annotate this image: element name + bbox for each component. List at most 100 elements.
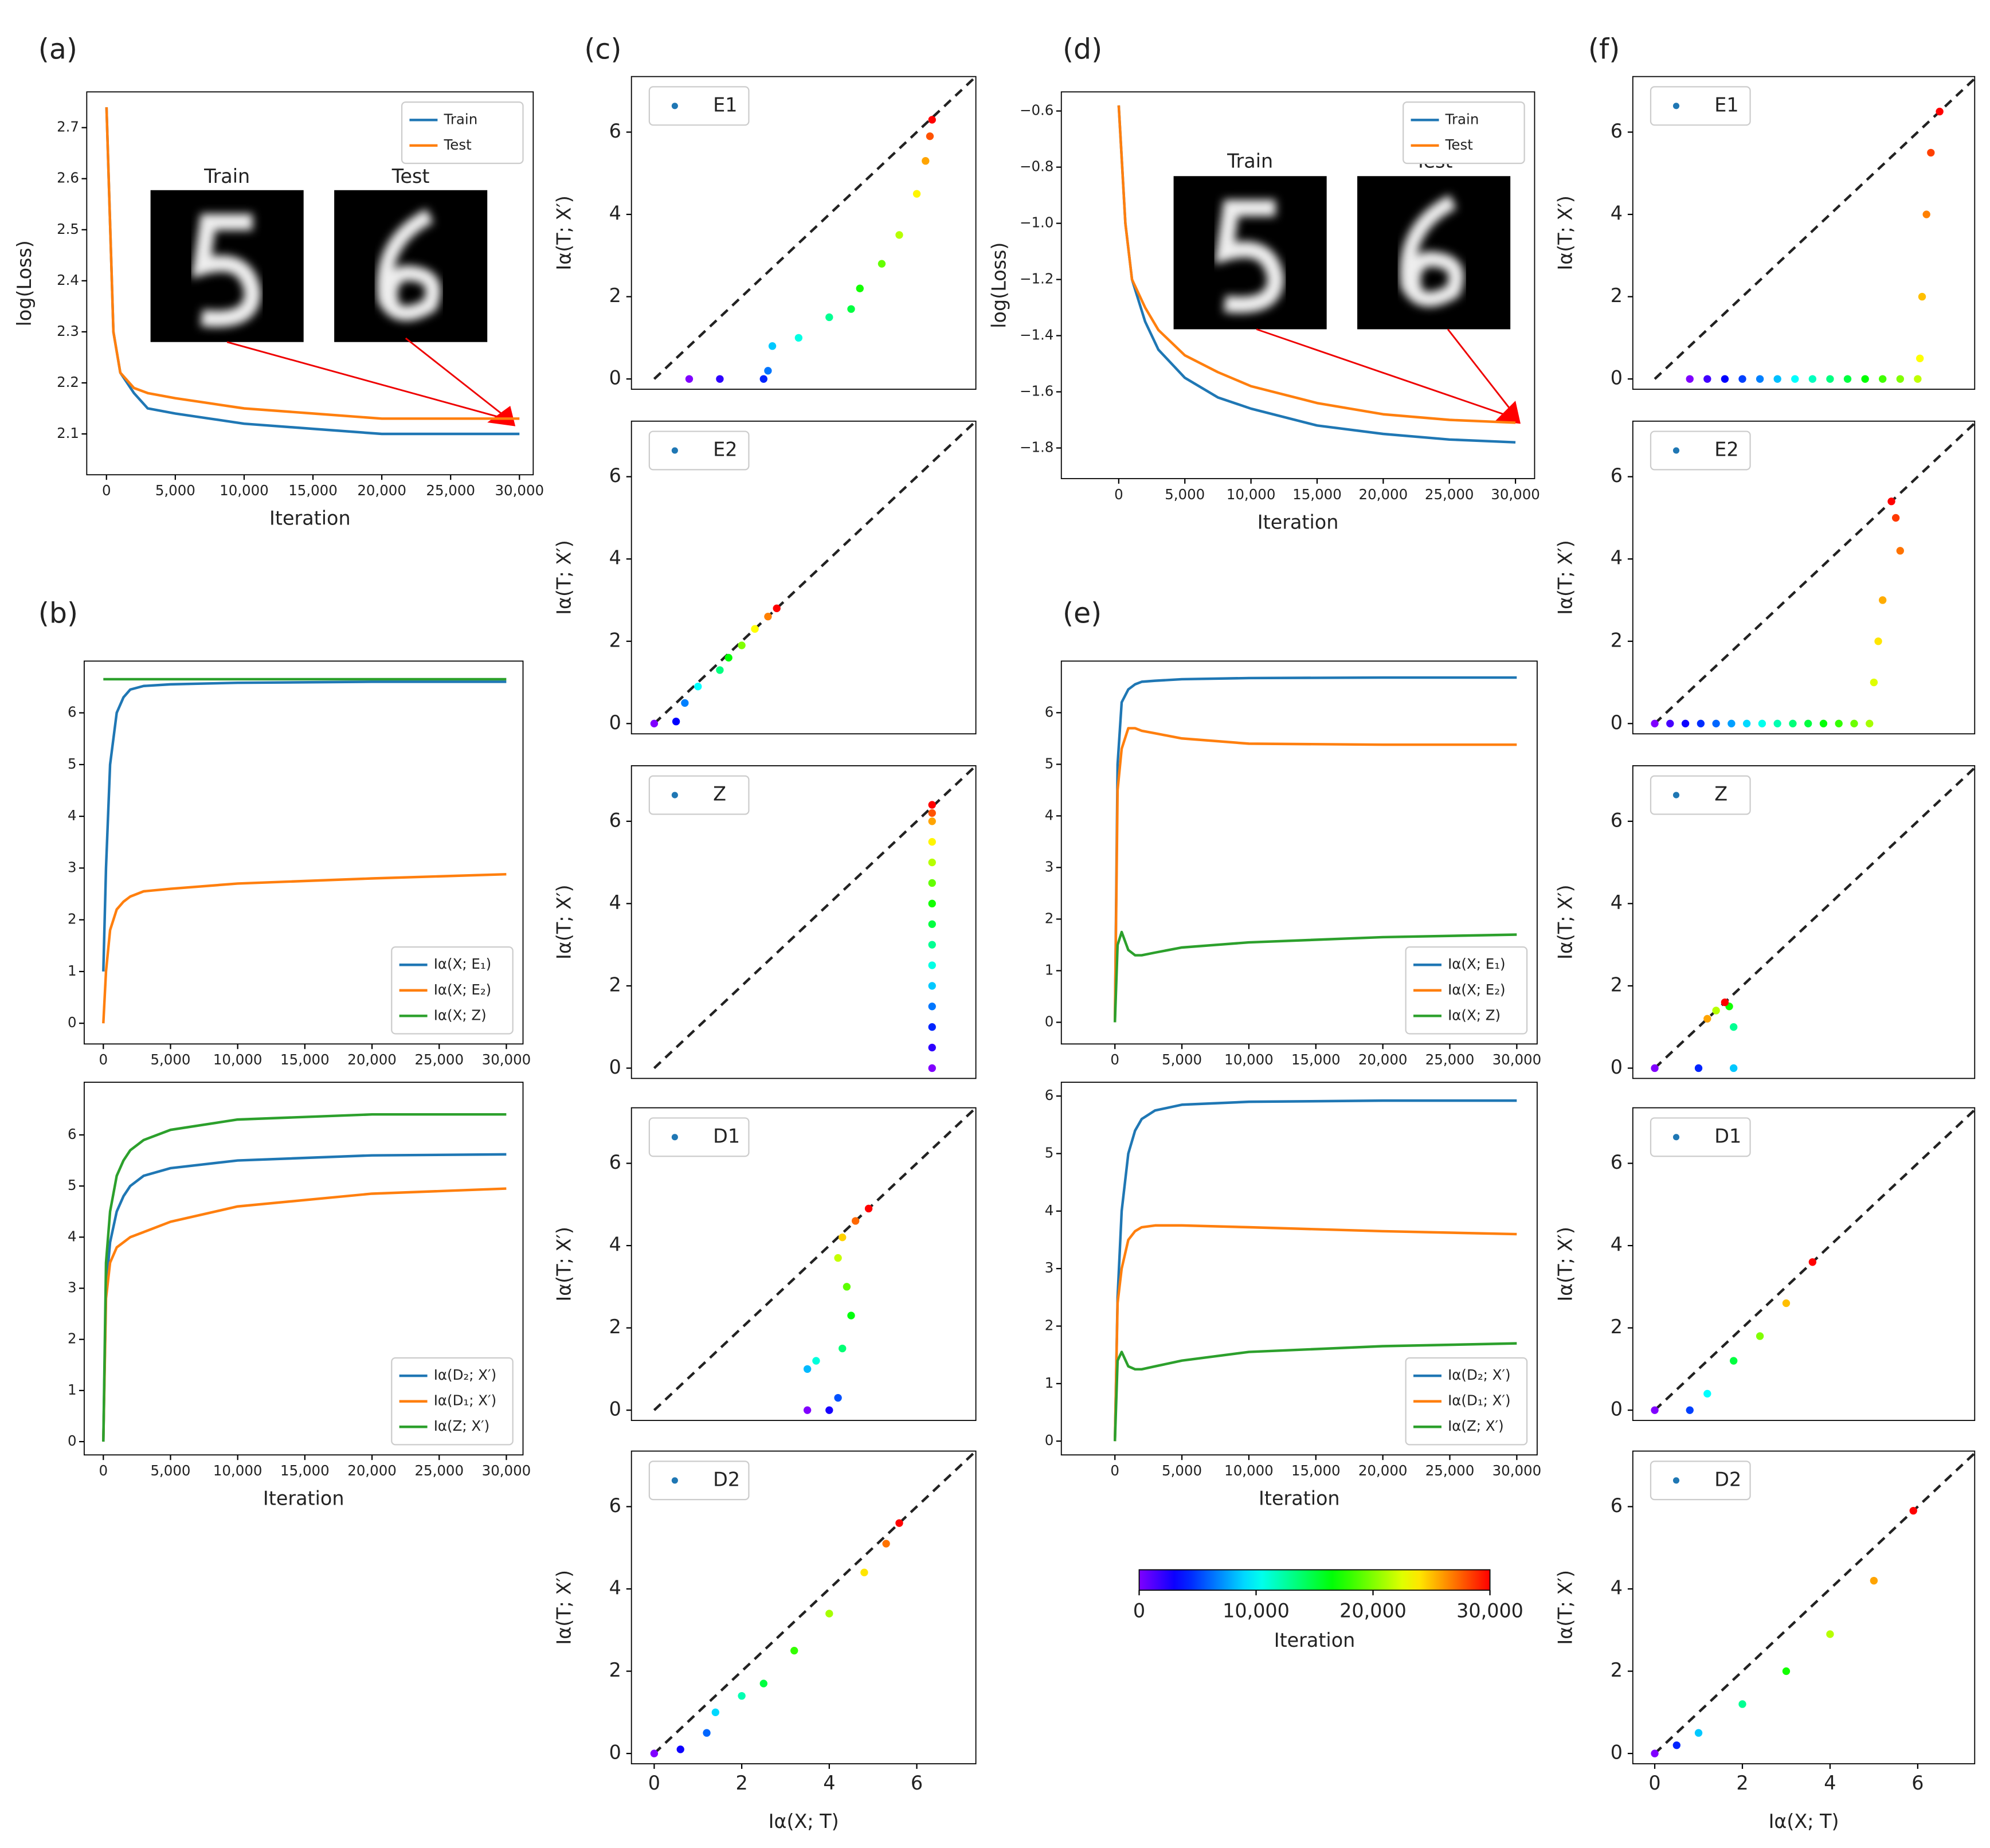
x-axis-label: Iteration: [263, 1487, 344, 1510]
line: [102, 1187, 507, 1442]
point: [1866, 719, 1874, 727]
x-tick-label: 4: [1824, 1772, 1836, 1794]
x-tick-label: 0: [1114, 486, 1123, 503]
x-tick-label: 30,000: [495, 482, 544, 499]
y-tick-label: 2: [609, 1315, 621, 1338]
legend-label: E2: [713, 438, 737, 460]
line: [102, 872, 507, 1024]
point: [928, 1023, 936, 1031]
plot-frame: [630, 420, 977, 735]
point: [1896, 547, 1904, 555]
point: [928, 801, 936, 809]
line: [102, 680, 507, 972]
legend-box: [1403, 101, 1525, 165]
y-tick-label: 2: [609, 1659, 621, 1681]
legend-label: E1: [713, 93, 737, 116]
point: [1782, 1299, 1791, 1307]
tick-label: 0: [1133, 1600, 1145, 1622]
legend-label: D1: [713, 1125, 740, 1147]
y-tick-label: 0: [609, 1056, 621, 1078]
x-tick-label: 5,000: [1162, 1051, 1202, 1068]
legend-label: Iα(X; Z): [1448, 1007, 1501, 1023]
y-tick-label: 5: [68, 1177, 77, 1193]
line: [1113, 1342, 1517, 1442]
x-tick-label: 0: [99, 1462, 108, 1479]
x-tick-label: 0: [1110, 1051, 1119, 1068]
x-axis-label: Iα(X; T): [769, 1810, 839, 1833]
y-tick-label: 6: [1045, 703, 1054, 720]
legend-label: Test: [444, 136, 472, 153]
y-tick-label: 2: [68, 911, 77, 927]
y-tick-label: 6: [609, 120, 621, 142]
y-tick-label: 4: [1045, 806, 1054, 823]
y-tick-label: 0: [1611, 711, 1623, 734]
point: [922, 157, 930, 165]
y-tick-label: 6: [609, 1151, 621, 1173]
point: [1721, 375, 1729, 383]
y-tick-label: 2.1: [57, 425, 79, 441]
point: [751, 625, 759, 633]
x-tick-label: 10,000: [220, 482, 269, 499]
legend-box: [1405, 946, 1528, 1035]
x-tick-label: 20,000: [347, 1051, 397, 1068]
arrow: [405, 337, 502, 414]
x-tick-label: 15,000: [280, 1462, 330, 1479]
y-tick-label: 2: [1611, 1315, 1623, 1338]
point: [825, 313, 833, 322]
inset-a: [150, 190, 516, 426]
x-tick-label: 25,000: [414, 1462, 464, 1479]
y-tick-label: 2.6: [57, 170, 79, 186]
legend-label: Iα(D₂; X′): [1448, 1367, 1510, 1383]
point: [1887, 498, 1895, 506]
y-tick-label: 6: [609, 464, 621, 487]
x-tick-label: 30,000: [1491, 486, 1540, 503]
y-tick-label: 4: [1611, 202, 1623, 225]
y-axis-label: log(Loss): [13, 240, 36, 326]
plot-frame: [1632, 420, 1976, 735]
y-tick-label: 2: [1611, 629, 1623, 651]
legend-box: [648, 775, 750, 815]
colorbar: [1138, 1569, 1491, 1591]
line: [1113, 930, 1517, 1023]
point: [1843, 375, 1852, 383]
y-tick-label: 2: [609, 284, 621, 307]
point: [1666, 719, 1674, 727]
y-tick-label: 4: [609, 891, 621, 914]
point: [1730, 1357, 1738, 1365]
legend-label: Iα(D₂; X′): [434, 1367, 496, 1383]
x-axis-label: Iteration: [1258, 511, 1339, 533]
legend-label: Iα(X; E₂): [1448, 981, 1505, 998]
line: [1113, 676, 1517, 1023]
digit: [1400, 194, 1464, 307]
y-tick-label: 6: [1611, 809, 1623, 831]
diagonal: [653, 765, 977, 1070]
x-tick-label: 5,000: [1165, 486, 1205, 503]
y-tick-label: 6: [68, 1126, 77, 1142]
point: [764, 367, 772, 375]
y-axis-label: Iα(T; X′): [553, 1570, 575, 1645]
point: [694, 683, 702, 691]
y-axis-label: Iα(T; X′): [553, 195, 575, 271]
y-tick-label: 0: [68, 1014, 77, 1031]
line: [102, 1113, 507, 1442]
plot-frame: [630, 76, 977, 390]
plot-frame: [86, 91, 534, 476]
y-axis-label: Iα(T; X′): [1554, 884, 1577, 960]
arrow: [1256, 328, 1506, 416]
y-axis-label: Iα(T; X′): [1554, 1570, 1577, 1645]
legend-box: [648, 430, 750, 471]
y-tick-label: 4: [609, 202, 621, 225]
y-tick-label: 1: [68, 962, 77, 979]
point: [1914, 375, 1922, 383]
y-tick-label: 6: [1611, 1151, 1623, 1173]
y-tick-label: 4: [609, 1576, 621, 1599]
y-tick-label: −1.8: [1020, 439, 1053, 456]
y-tick-label: 4: [609, 1234, 621, 1256]
y-tick-label: 2.5: [57, 221, 79, 237]
point: [676, 1745, 684, 1753]
y-tick-label: 0: [609, 1741, 621, 1764]
legend-box: [648, 86, 750, 126]
x-tick-label: 10,000: [213, 1051, 263, 1068]
legend-dot: [671, 1477, 678, 1484]
plot-frame: [1632, 765, 1976, 1079]
